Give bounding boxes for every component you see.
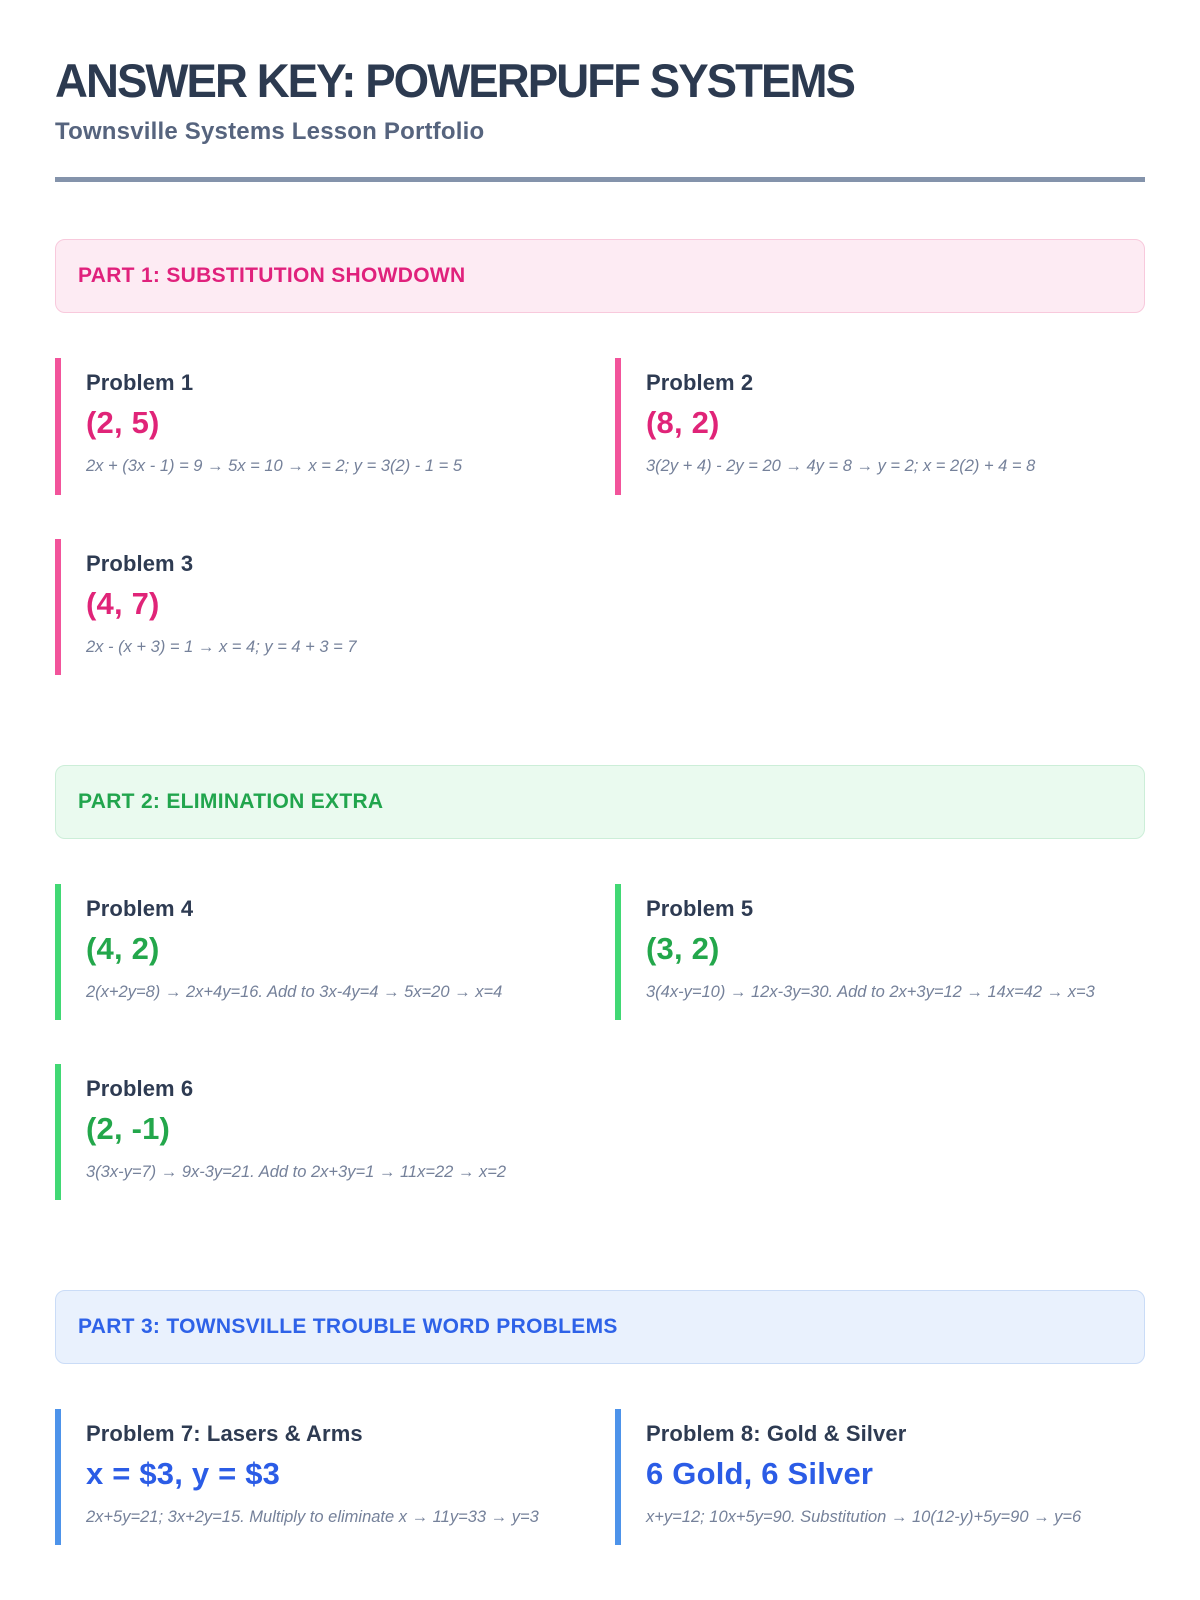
part-1-problems-grid: Problem 1 (2, 5) 2x + (3x - 1) = 9 → 5x … (55, 358, 1145, 675)
problem-4-title: Problem 4 (86, 895, 194, 921)
problem-card-1: Problem 1 (2, 5) 2x + (3x - 1) = 9 → 5x … (55, 358, 585, 495)
answer-key-page: ANSWER KEY: POWERPUFF SYSTEMS Townsville… (55, 0, 1145, 1546)
problem-3-title: Problem 3 (86, 550, 194, 576)
part-2-problems-grid: Problem 4 (4, 2) 2(x+2y=8) → 2x+4y=16. A… (55, 883, 1145, 1201)
part-1-banner-label: PART 1: SUBSTITUTION SHOWDOWN (78, 264, 466, 288)
problem-4-answer: (4, 2) (86, 930, 160, 966)
problem-6-answer: (2, -1) (86, 1111, 171, 1146)
problem-card-4: Problem 4 (4, 2) 2(x+2y=8) → 2x+4y=16. A… (55, 883, 585, 1020)
problem-1-title: Problem 1 (86, 370, 194, 396)
part-1-banner: PART 1: SUBSTITUTION SHOWDOWN (55, 239, 1145, 314)
problem-3-answer: (4, 7) (86, 585, 160, 621)
problem-8-answer: 6 Gold, 6 Silver (646, 1456, 874, 1492)
problem-card-5: Problem 5 (3, 2) 3(4x-y=10) → 12x-3y=30.… (615, 883, 1145, 1020)
page-subtitle: Townsville Systems Lesson Portfolio (55, 118, 485, 146)
problem-5-title: Problem 5 (646, 895, 754, 921)
part-3-banner: PART 3: TOWNSVILLE TROUBLE WORD PROBLEMS (55, 1290, 1145, 1365)
part-3-banner-label: PART 3: TOWNSVILLE TROUBLE WORD PROBLEMS (78, 1315, 618, 1339)
problem-5-work: 3(4x-y=10) → 12x-3y=30. Add to 2x+3y=12 … (646, 982, 1095, 1001)
problem-card-6: Problem 6 (2, -1) 3(3x-y=7) → 9x-3y=21. … (55, 1064, 585, 1201)
problem-1-answer: (2, 5) (86, 405, 160, 441)
problem-2-title: Problem 2 (646, 370, 754, 396)
problem-5-answer: (3, 2) (646, 930, 720, 966)
problem-4-work: 2(x+2y=8) → 2x+4y=16. Add to 3x-4y=4 → 5… (86, 982, 503, 1001)
problem-2-work: 3(2y + 4) - 2y = 20 → 4y = 8 → y = 2; x … (646, 457, 1036, 476)
problem-7-work: 2x+5y=21; 3x+2y=15. Multiply to eliminat… (86, 1508, 539, 1527)
header-divider (55, 177, 1145, 183)
part-2-banner-label: PART 2: ELIMINATION EXTRA (78, 789, 384, 813)
problem-8-work: x+y=12; 10x+5y=90. Substitution → 10(12-… (646, 1508, 1082, 1527)
page-title: ANSWER KEY: POWERPUFF SYSTEMS (55, 54, 856, 107)
problem-7-title: Problem 7: Lasers & Arms (86, 1421, 363, 1447)
problem-card-2: Problem 2 (8, 2) 3(2y + 4) - 2y = 20 → 4… (615, 358, 1145, 495)
problem-1-work: 2x + (3x - 1) = 9 → 5x = 10 → x = 2; y =… (86, 457, 463, 476)
problem-2-answer: (8, 2) (646, 405, 720, 441)
problem-8-title: Problem 8: Gold & Silver (646, 1421, 907, 1447)
part-3-problems-grid: Problem 7: Lasers & Arms x = $3, y = $3 … (55, 1409, 1145, 1546)
problem-7-answer: x = $3, y = $3 (86, 1456, 281, 1492)
problem-card-3: Problem 3 (4, 7) 2x - (x + 3) = 1 → x = … (55, 538, 585, 675)
problem-6-work: 3(3x-y=7) → 9x-3y=21. Add to 2x+3y=1 → 1… (86, 1163, 507, 1181)
problem-card-7: Problem 7: Lasers & Arms x = $3, y = $3 … (55, 1409, 585, 1546)
problem-card-8: Problem 8: Gold & Silver 6 Gold, 6 Silve… (615, 1409, 1145, 1546)
part-2-banner: PART 2: ELIMINATION EXTRA (55, 764, 1145, 839)
problem-3-work: 2x - (x + 3) = 1 → x = 4; y = 4 + 3 = 7 (86, 637, 357, 656)
problem-6-title: Problem 6 (86, 1076, 194, 1101)
